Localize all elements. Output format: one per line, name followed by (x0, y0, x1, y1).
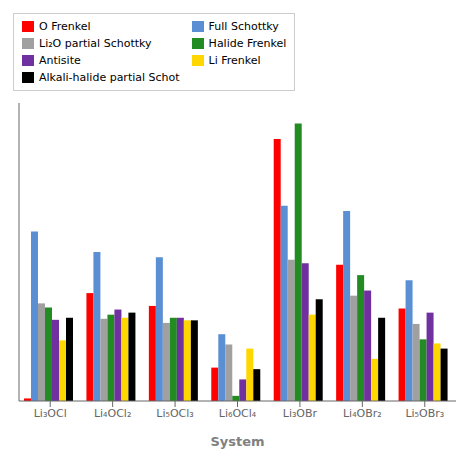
svg-text:Li₅OCl₃: Li₅OCl₃ (156, 407, 193, 420)
svg-text:Li₅OBr₃: Li₅OBr₃ (405, 407, 444, 420)
html-text:Li Frenkel: Li Frenkel (208, 54, 261, 67)
svg-text:Li₃OBr: Li₃OBr (283, 407, 318, 420)
html-text:Alkali-halide partial Schot: Alkali-halide partial Schot (39, 71, 180, 84)
html-text:Full Schottky: Full Schottky (208, 20, 279, 33)
svg-text:Li₄OBr₂: Li₄OBr₂ (343, 407, 382, 420)
html-text:Halide Frenkel: Halide Frenkel (208, 37, 287, 50)
html-text:O Frenkel: O Frenkel (39, 20, 91, 33)
svg-text:Li₆OCl₄: Li₆OCl₄ (219, 407, 257, 420)
svg-text:System: System (210, 434, 264, 449)
html-text:Li₂O partial Schottky: Li₂O partial Schottky (39, 37, 152, 50)
html-text:Antisite: Antisite (39, 54, 81, 67)
svg-text:Li₄OCl₂: Li₄OCl₂ (94, 407, 131, 420)
svg-text:Li₃OCl: Li₃OCl (34, 407, 67, 420)
